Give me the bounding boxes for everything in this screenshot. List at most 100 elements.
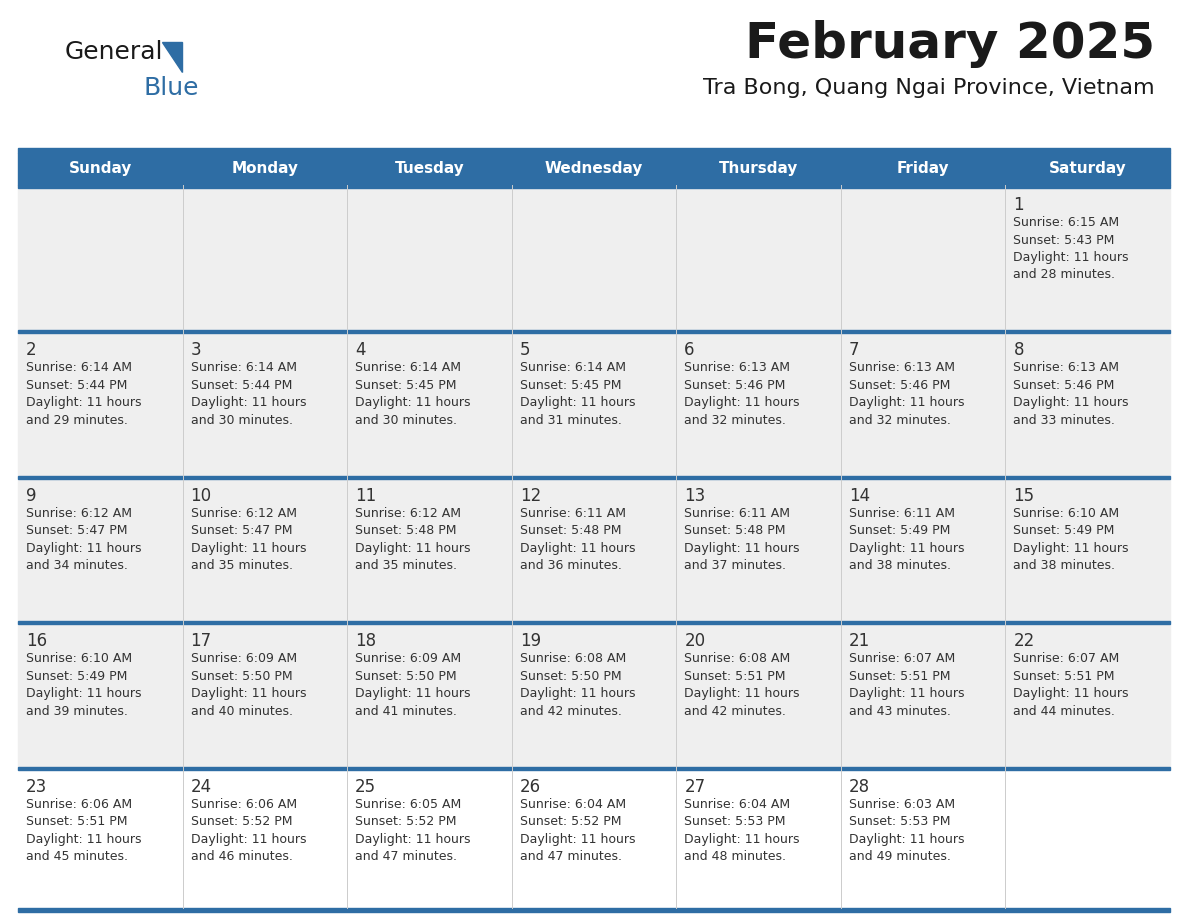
Text: 21: 21 [849, 633, 870, 650]
Text: Tuesday: Tuesday [394, 162, 465, 176]
Text: Thursday: Thursday [719, 162, 798, 176]
Bar [1005, 333, 1170, 476]
Bar [676, 624, 841, 767]
Text: Sunrise: 6:13 AM
Sunset: 5:46 PM
Daylight: 11 hours
and 32 minutes.: Sunrise: 6:13 AM Sunset: 5:46 PM Dayligh… [684, 362, 800, 427]
Text: General: General [65, 40, 164, 64]
Text: 1: 1 [1013, 196, 1024, 214]
Text: Sunrise: 6:10 AM
Sunset: 5:49 PM
Daylight: 11 hours
and 39 minutes.: Sunrise: 6:10 AM Sunset: 5:49 PM Dayligh… [26, 652, 141, 718]
Text: Sunday: Sunday [69, 162, 132, 176]
Text: 18: 18 [355, 633, 377, 650]
Text: 23: 23 [26, 778, 48, 796]
Bar [676, 333, 841, 476]
Text: Sunrise: 6:14 AM
Sunset: 5:44 PM
Daylight: 11 hours
and 29 minutes.: Sunrise: 6:14 AM Sunset: 5:44 PM Dayligh… [26, 362, 141, 427]
Bar [18, 479, 183, 621]
Bar [183, 479, 347, 621]
Bar [183, 769, 347, 912]
Text: Friday: Friday [897, 162, 949, 176]
Text: 9: 9 [26, 487, 37, 505]
Text: Saturday: Saturday [1049, 162, 1126, 176]
Text: 20: 20 [684, 633, 706, 650]
Bar [512, 188, 676, 330]
Text: 5: 5 [519, 341, 530, 360]
Bar [18, 624, 183, 767]
Bar [18, 330, 1170, 333]
Text: Sunrise: 6:14 AM
Sunset: 5:45 PM
Daylight: 11 hours
and 31 minutes.: Sunrise: 6:14 AM Sunset: 5:45 PM Dayligh… [519, 362, 636, 427]
Text: 14: 14 [849, 487, 870, 505]
Text: Sunrise: 6:14 AM
Sunset: 5:45 PM
Daylight: 11 hours
and 30 minutes.: Sunrise: 6:14 AM Sunset: 5:45 PM Dayligh… [355, 362, 470, 427]
Bar [512, 624, 676, 767]
Bar [676, 769, 841, 912]
Text: Sunrise: 6:12 AM
Sunset: 5:47 PM
Daylight: 11 hours
and 35 minutes.: Sunrise: 6:12 AM Sunset: 5:47 PM Dayligh… [190, 507, 307, 572]
Bar [841, 479, 1005, 621]
Bar [183, 624, 347, 767]
Text: Sunrise: 6:04 AM
Sunset: 5:53 PM
Daylight: 11 hours
and 48 minutes.: Sunrise: 6:04 AM Sunset: 5:53 PM Dayligh… [684, 798, 800, 863]
Text: Sunrise: 6:09 AM
Sunset: 5:50 PM
Daylight: 11 hours
and 41 minutes.: Sunrise: 6:09 AM Sunset: 5:50 PM Dayligh… [355, 652, 470, 718]
Text: 11: 11 [355, 487, 377, 505]
Text: 16: 16 [26, 633, 48, 650]
Text: Sunrise: 6:10 AM
Sunset: 5:49 PM
Daylight: 11 hours
and 38 minutes.: Sunrise: 6:10 AM Sunset: 5:49 PM Dayligh… [1013, 507, 1129, 572]
Bar [512, 479, 676, 621]
Text: Sunrise: 6:08 AM
Sunset: 5:51 PM
Daylight: 11 hours
and 42 minutes.: Sunrise: 6:08 AM Sunset: 5:51 PM Dayligh… [684, 652, 800, 718]
Bar [183, 188, 347, 330]
Bar [18, 185, 1170, 188]
Text: 3: 3 [190, 341, 201, 360]
Text: 27: 27 [684, 778, 706, 796]
Bar [1005, 769, 1170, 912]
Bar [1005, 479, 1170, 621]
Bar [18, 148, 1170, 153]
Bar [1005, 624, 1170, 767]
Text: Sunrise: 6:15 AM
Sunset: 5:43 PM
Daylight: 11 hours
and 28 minutes.: Sunrise: 6:15 AM Sunset: 5:43 PM Dayligh… [1013, 216, 1129, 282]
Text: 26: 26 [519, 778, 541, 796]
Text: 8: 8 [1013, 341, 1024, 360]
Text: Sunrise: 6:11 AM
Sunset: 5:48 PM
Daylight: 11 hours
and 37 minutes.: Sunrise: 6:11 AM Sunset: 5:48 PM Dayligh… [684, 507, 800, 572]
Bar [18, 908, 1170, 912]
Bar [841, 333, 1005, 476]
Text: Sunrise: 6:12 AM
Sunset: 5:48 PM
Daylight: 11 hours
and 35 minutes.: Sunrise: 6:12 AM Sunset: 5:48 PM Dayligh… [355, 507, 470, 572]
Bar [676, 479, 841, 621]
Text: 28: 28 [849, 778, 870, 796]
Bar [841, 769, 1005, 912]
Bar [841, 624, 1005, 767]
Text: 24: 24 [190, 778, 211, 796]
Text: 25: 25 [355, 778, 377, 796]
Text: Sunrise: 6:14 AM
Sunset: 5:44 PM
Daylight: 11 hours
and 30 minutes.: Sunrise: 6:14 AM Sunset: 5:44 PM Dayligh… [190, 362, 307, 427]
Bar [841, 188, 1005, 330]
Bar [347, 479, 512, 621]
Text: Monday: Monday [232, 162, 298, 176]
Text: 7: 7 [849, 341, 859, 360]
Bar [18, 621, 1170, 624]
Text: 10: 10 [190, 487, 211, 505]
Text: Sunrise: 6:11 AM
Sunset: 5:48 PM
Daylight: 11 hours
and 36 minutes.: Sunrise: 6:11 AM Sunset: 5:48 PM Dayligh… [519, 507, 636, 572]
Text: Blue: Blue [143, 76, 198, 100]
Text: 22: 22 [1013, 633, 1035, 650]
Text: 15: 15 [1013, 487, 1035, 505]
Text: Sunrise: 6:13 AM
Sunset: 5:46 PM
Daylight: 11 hours
and 32 minutes.: Sunrise: 6:13 AM Sunset: 5:46 PM Dayligh… [849, 362, 965, 427]
Text: Sunrise: 6:07 AM
Sunset: 5:51 PM
Daylight: 11 hours
and 44 minutes.: Sunrise: 6:07 AM Sunset: 5:51 PM Dayligh… [1013, 652, 1129, 718]
Bar [512, 333, 676, 476]
Bar [512, 769, 676, 912]
Bar [18, 153, 1170, 185]
Text: 19: 19 [519, 633, 541, 650]
Text: Tra Bong, Quang Ngai Province, Vietnam: Tra Bong, Quang Ngai Province, Vietnam [703, 78, 1155, 98]
Text: 12: 12 [519, 487, 541, 505]
Text: Sunrise: 6:06 AM
Sunset: 5:51 PM
Daylight: 11 hours
and 45 minutes.: Sunrise: 6:06 AM Sunset: 5:51 PM Dayligh… [26, 798, 141, 863]
Text: Wednesday: Wednesday [545, 162, 643, 176]
Text: 6: 6 [684, 341, 695, 360]
Text: Sunrise: 6:12 AM
Sunset: 5:47 PM
Daylight: 11 hours
and 34 minutes.: Sunrise: 6:12 AM Sunset: 5:47 PM Dayligh… [26, 507, 141, 572]
Text: Sunrise: 6:03 AM
Sunset: 5:53 PM
Daylight: 11 hours
and 49 minutes.: Sunrise: 6:03 AM Sunset: 5:53 PM Dayligh… [849, 798, 965, 863]
Text: 2: 2 [26, 341, 37, 360]
Text: Sunrise: 6:09 AM
Sunset: 5:50 PM
Daylight: 11 hours
and 40 minutes.: Sunrise: 6:09 AM Sunset: 5:50 PM Dayligh… [190, 652, 307, 718]
Text: Sunrise: 6:04 AM
Sunset: 5:52 PM
Daylight: 11 hours
and 47 minutes.: Sunrise: 6:04 AM Sunset: 5:52 PM Dayligh… [519, 798, 636, 863]
Text: February 2025: February 2025 [745, 20, 1155, 68]
Bar [18, 333, 183, 476]
Bar [18, 769, 183, 912]
Text: Sunrise: 6:07 AM
Sunset: 5:51 PM
Daylight: 11 hours
and 43 minutes.: Sunrise: 6:07 AM Sunset: 5:51 PM Dayligh… [849, 652, 965, 718]
Bar [347, 769, 512, 912]
Text: Sunrise: 6:06 AM
Sunset: 5:52 PM
Daylight: 11 hours
and 46 minutes.: Sunrise: 6:06 AM Sunset: 5:52 PM Dayligh… [190, 798, 307, 863]
Bar [347, 333, 512, 476]
Bar [676, 188, 841, 330]
Bar [1005, 188, 1170, 330]
Text: Sunrise: 6:05 AM
Sunset: 5:52 PM
Daylight: 11 hours
and 47 minutes.: Sunrise: 6:05 AM Sunset: 5:52 PM Dayligh… [355, 798, 470, 863]
Text: Sunrise: 6:08 AM
Sunset: 5:50 PM
Daylight: 11 hours
and 42 minutes.: Sunrise: 6:08 AM Sunset: 5:50 PM Dayligh… [519, 652, 636, 718]
Bar [183, 333, 347, 476]
